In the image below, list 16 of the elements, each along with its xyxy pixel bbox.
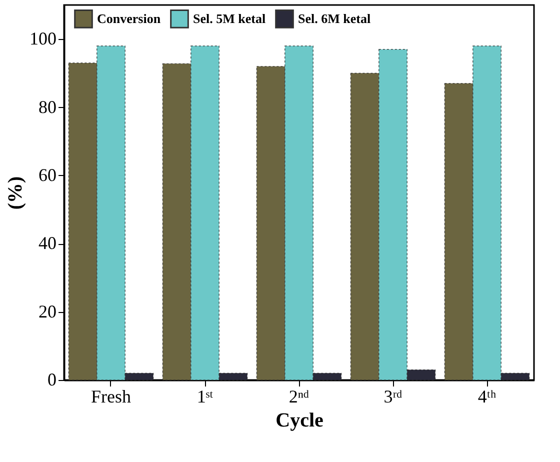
y-tick-label: 0	[48, 370, 56, 390]
y-axis-title: (%)	[4, 176, 26, 210]
x-tick-label: 3ʳᵈ	[384, 386, 403, 406]
y-tick-label: 100	[30, 28, 56, 49]
y-tick-label: 20	[38, 301, 56, 322]
legend-label: Sel. 5M ketal	[193, 10, 266, 26]
x-axis-title: Cycle	[276, 410, 324, 432]
legend-label: Conversion	[97, 10, 162, 26]
x-tick-label: 1ˢᵗ	[196, 386, 214, 406]
x-tick-label: Fresh	[91, 386, 131, 406]
y-tick-label: 60	[38, 164, 56, 185]
legend-label: Sel. 6M ketal	[298, 10, 371, 26]
y-tick-label: 40	[38, 233, 56, 254]
x-tick-label: 2ⁿᵈ	[288, 386, 310, 406]
y-tick-label: 80	[38, 96, 56, 117]
x-tick-label: 4ᵗʰ	[478, 386, 496, 406]
